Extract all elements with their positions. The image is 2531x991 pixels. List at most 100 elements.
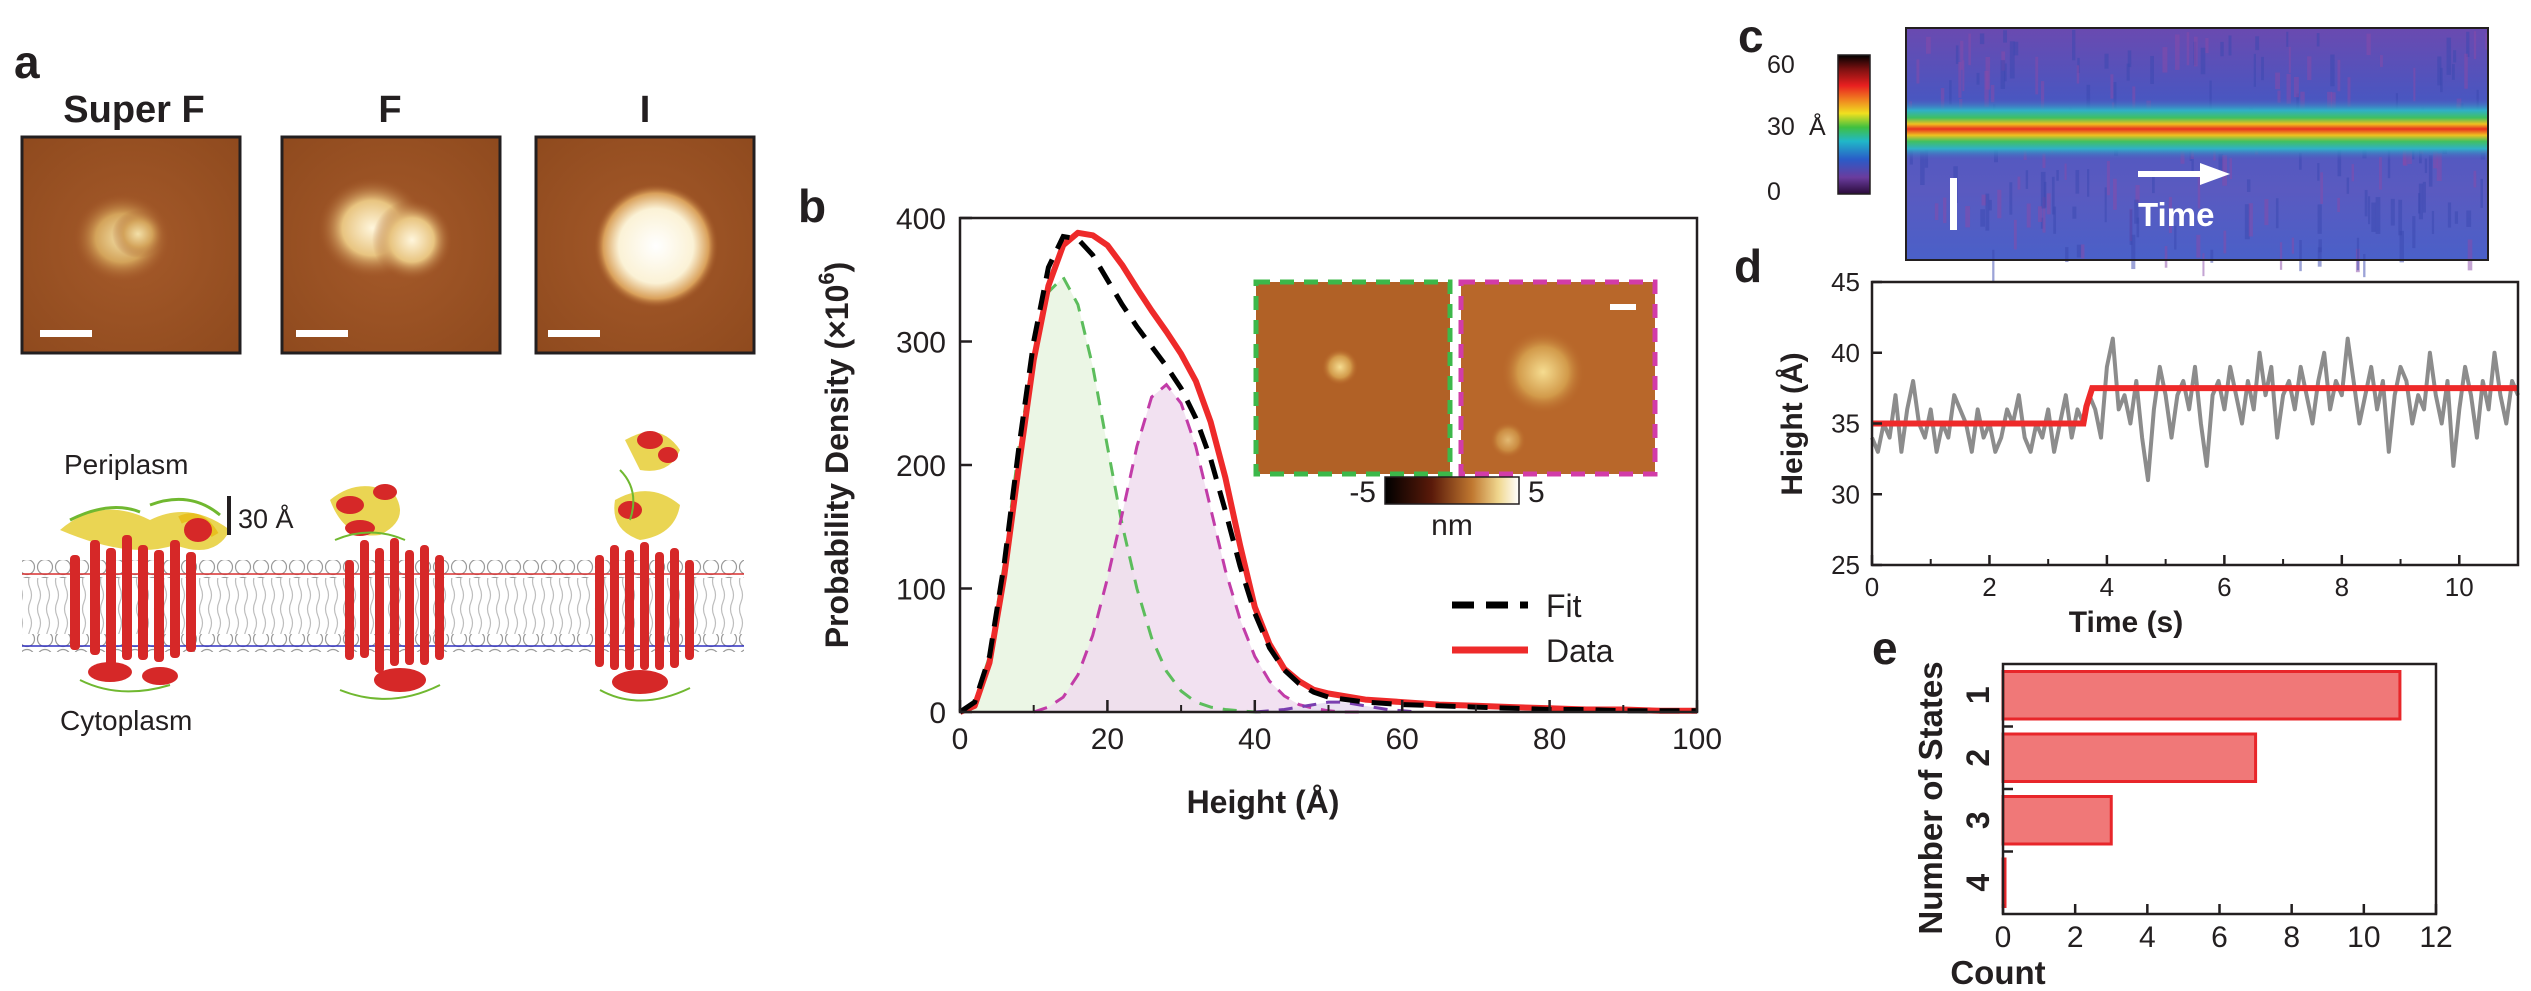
kymograph-streak (2248, 203, 2253, 237)
kymograph-streak (1992, 249, 1995, 283)
kymograph-streak (2040, 217, 2044, 229)
x-tick-label: 4 (2139, 921, 2156, 954)
kymograph-streak (2255, 36, 2260, 51)
kymograph-streak (2320, 172, 2323, 204)
x-tick-label: 4 (2100, 572, 2114, 602)
kymograph-streak (2131, 234, 2136, 270)
kymograph-streak (2307, 56, 2312, 81)
kymograph-streak (2317, 247, 2322, 267)
kymograph-streak (1949, 80, 1952, 105)
kymograph-streak (2337, 59, 2341, 92)
kymograph-streak (2412, 216, 2416, 249)
panel-c-label: c (1738, 10, 1764, 62)
kymograph-streak (2202, 253, 2205, 277)
kymograph-streak (2129, 209, 2133, 245)
kymograph-streak (2366, 33, 2371, 56)
x-tick-label: 10 (2445, 572, 2474, 602)
kymograph-streak (2003, 30, 2008, 43)
kymograph-streak (2299, 240, 2302, 272)
kymograph-streak (2399, 230, 2404, 263)
kymograph-streak (2286, 31, 2289, 47)
protein-structure-super-f (60, 497, 230, 693)
panel-b-label: b (798, 180, 826, 232)
inset-image-magenta (1458, 279, 1658, 477)
kymograph-streak (2364, 189, 2368, 217)
inset-colorbar-max: 5 (1528, 476, 1545, 509)
legend: Fit Data (1452, 588, 1614, 669)
kymograph-streak (2431, 210, 2435, 235)
kymograph-streak (2261, 56, 2264, 81)
kymograph-streak (2480, 178, 2483, 208)
x-tick-label: 10 (2347, 921, 2380, 954)
raw-height-trace (1870, 336, 2520, 483)
state-bars (2001, 670, 2402, 908)
y-tick-label: 0 (929, 697, 946, 730)
kymograph-streak (2277, 90, 2281, 103)
y-tick-label: 25 (1831, 550, 1860, 580)
x-tick-label: 80 (1533, 723, 1566, 756)
kymograph-streak (2316, 33, 2320, 47)
kymograph-streak (2164, 245, 2168, 268)
bar (2001, 795, 2113, 846)
scale-bar (40, 330, 92, 337)
chart-e-ylabel: Number of States (1912, 661, 1949, 934)
x-tick-label: 6 (2211, 921, 2228, 954)
kymograph-streak (1988, 199, 1992, 211)
kymograph-streak (2025, 170, 2029, 189)
image-title-i: I (640, 89, 651, 131)
x-tick-label: 0 (952, 723, 969, 756)
kymograph-streak (2013, 41, 2019, 56)
inset-image-green (1253, 279, 1453, 477)
x-tick-label: 12 (2419, 921, 2452, 954)
kymograph-streak (2053, 206, 2057, 234)
kymograph-streak (2244, 204, 2250, 240)
inset-colorbar-min: -5 (1349, 476, 1376, 509)
image-title-f: F (378, 89, 401, 131)
kymograph-streak (2291, 237, 2295, 254)
y-tick-label: 40 (1831, 338, 1860, 368)
y-tick-label: 100 (896, 574, 946, 607)
panel-c: c 60 30 Å 0 Time (1738, 10, 2489, 283)
kymograph-streak (1990, 84, 1995, 103)
kymograph-streak (2454, 211, 2459, 224)
kymograph-streak (2246, 179, 2251, 192)
bar (2001, 670, 2402, 721)
kymograph-streak (2113, 178, 2117, 210)
kymograph-streak (2440, 67, 2443, 93)
y-tick-label: 400 (896, 203, 946, 236)
kymograph-streak (2330, 54, 2335, 87)
kymograph-streak (2356, 237, 2360, 271)
component-fills (960, 277, 1417, 712)
kymograph-streak (2286, 73, 2291, 104)
legend-label-fit: Fit (1546, 588, 1582, 624)
component-curve-purple-fill (1254, 702, 1417, 712)
kymograph-streak (2424, 158, 2428, 174)
kymograph-streak (1955, 45, 1959, 64)
inset-colorbar-unit: nm (1431, 509, 1473, 542)
kymograph-streak (2275, 72, 2281, 90)
kymograph-streak (2037, 206, 2043, 222)
afm-image-i (534, 135, 756, 355)
y-tick-label: 200 (896, 450, 946, 483)
kymograph-streak (2080, 244, 2085, 259)
component-curve-purple (1254, 700, 1418, 714)
chart-d-axes: 0 2 4 6 8 10 25 30 35 40 45 (1831, 267, 2520, 602)
kymograph-streak (2228, 35, 2232, 56)
colorbar-tick-0: 0 (1767, 178, 1781, 206)
kymograph-streak (2013, 219, 2017, 250)
kymograph-streak (2298, 152, 2302, 170)
colorbar-tick-30: 30 (1767, 113, 1795, 141)
kymograph-streak (1926, 36, 1931, 54)
kymograph-streak (2428, 155, 2433, 187)
kymograph-streak (2418, 183, 2424, 220)
kymograph-streak (2136, 217, 2140, 238)
panel-d-label: d (1734, 240, 1762, 292)
scale-bar (548, 330, 600, 337)
panel-a-label: a (14, 36, 40, 88)
kymograph-streak (2436, 153, 2442, 181)
kymograph-streak (1976, 72, 1980, 85)
kymograph-streak (2000, 60, 2006, 89)
kymograph: Time (1905, 27, 2489, 283)
kymograph-streak (2398, 199, 2403, 236)
